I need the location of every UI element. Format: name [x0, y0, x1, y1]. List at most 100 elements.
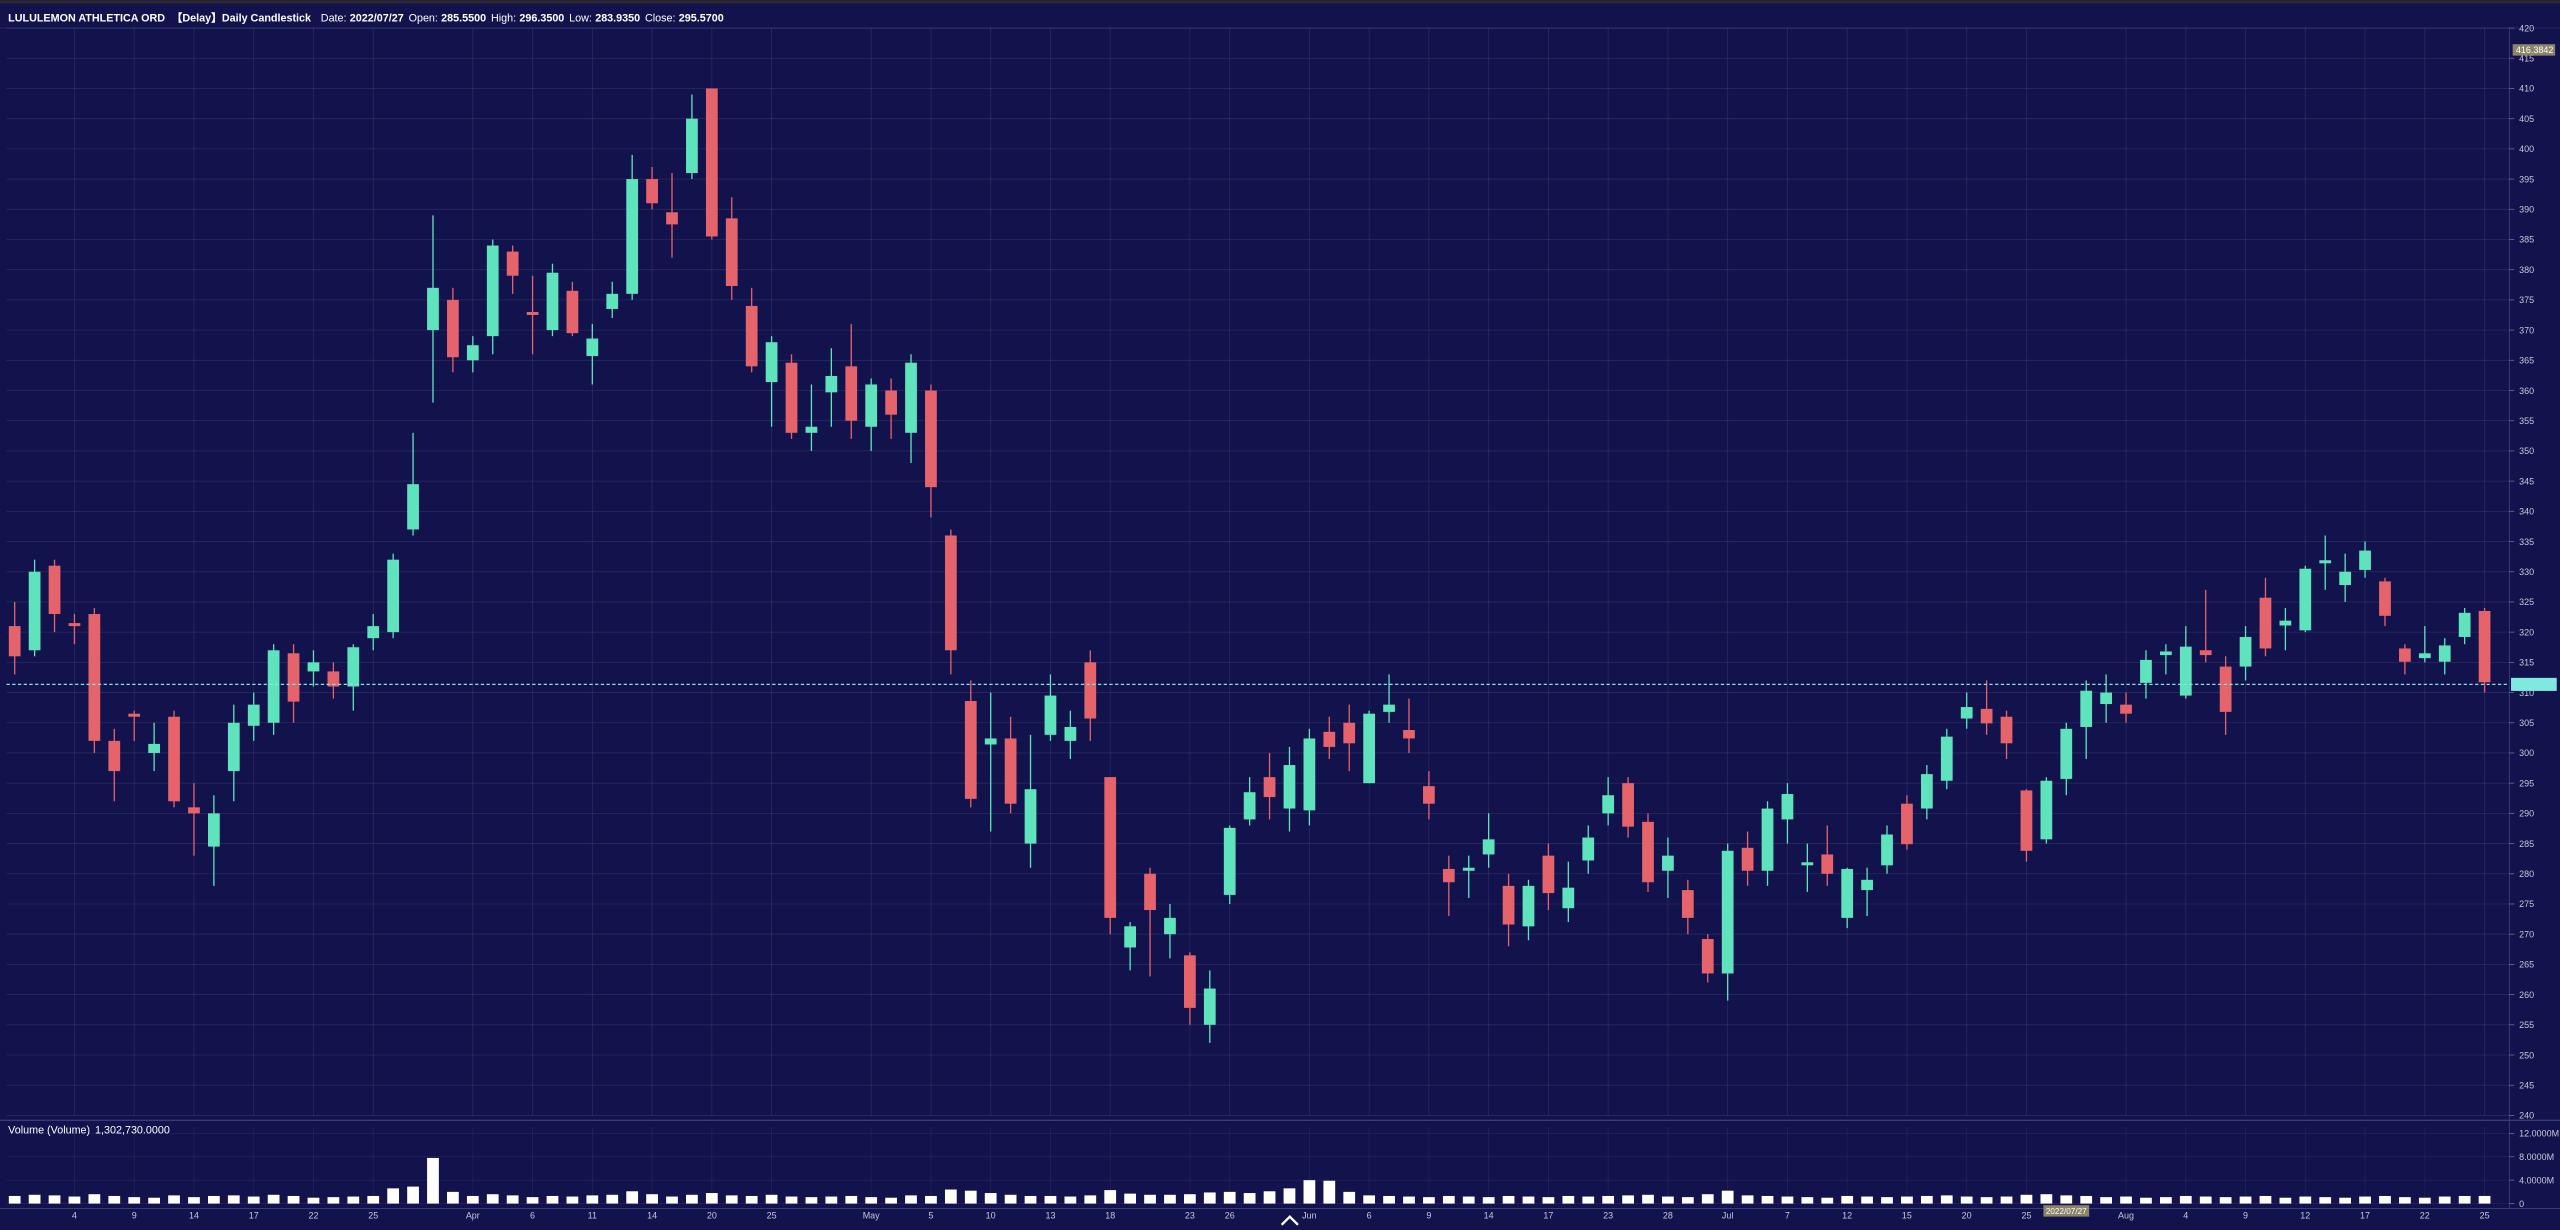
volume-bar [725, 1195, 738, 1204]
candle-body [666, 212, 678, 225]
volume-bar [1602, 1195, 1615, 1204]
y-tick-label: 420 [2519, 23, 2534, 33]
volume-bar [1223, 1191, 1236, 1204]
volume-bar [8, 1195, 21, 1204]
candle-body [745, 305, 758, 367]
volume-bar [1502, 1195, 1515, 1204]
candle-body [2060, 728, 2073, 779]
candle-body [2000, 716, 2013, 744]
volume-bar [1861, 1196, 1873, 1204]
info-value: 295.5700 [679, 13, 724, 25]
volume-tick-label: 4.0000M [2519, 1175, 2554, 1185]
volume-bar [2199, 1196, 2212, 1204]
x-tick-label: 22 [2420, 1210, 2430, 1220]
collapse-button[interactable] [1280, 1215, 1299, 1226]
crosshair-date-label: 2022/07/27 [2046, 1207, 2087, 1216]
x-tick-label: 7 [1785, 1210, 1790, 1220]
candle-body [1482, 839, 1495, 855]
candle-body [506, 251, 519, 276]
candle-body [466, 345, 479, 361]
volume-bar [486, 1194, 499, 1204]
candle-body [2120, 704, 2132, 714]
volume-bar [287, 1195, 300, 1204]
candle-body [2140, 659, 2152, 683]
candle-body [2319, 560, 2332, 564]
volume-bar [28, 1194, 41, 1204]
candle-body [1044, 695, 1057, 735]
volume-bar [865, 1197, 878, 1204]
x-tick-label: 4 [72, 1210, 77, 1220]
candle-body [1343, 722, 1356, 744]
candle-body [925, 390, 937, 488]
volume-bar [964, 1190, 977, 1204]
candle-body [1940, 736, 1953, 781]
x-tick-label: 14 [1484, 1210, 1494, 1220]
candle-body [1243, 792, 1256, 820]
x-tick-label: 18 [1105, 1210, 1115, 1220]
candle-body [2339, 571, 2352, 586]
volume-bar [785, 1196, 798, 1204]
volume-bar [666, 1196, 678, 1204]
volume-bar [1462, 1196, 1475, 1204]
x-tick-label: 4 [2183, 1210, 2188, 1220]
volume-bar [686, 1194, 698, 1204]
candle-body [526, 311, 539, 315]
volume-bar [1582, 1196, 1595, 1204]
candle-body [1662, 855, 1674, 871]
candle-body [1184, 955, 1196, 1008]
y-tick-label: 245 [2519, 1080, 2534, 1090]
x-tick-label: 12 [2300, 1210, 2310, 1220]
candle-body [208, 813, 220, 847]
volume-bar [944, 1189, 957, 1204]
y-tick-label: 240 [2519, 1111, 2534, 1121]
volume-bar [1403, 1196, 1415, 1204]
candle-body [2239, 636, 2252, 667]
volume-bar [2438, 1196, 2451, 1204]
volume-bar [1562, 1195, 1575, 1204]
candle-body [2259, 597, 2272, 649]
y-tick-label: 390 [2519, 205, 2534, 215]
candle-body [1881, 834, 1893, 866]
candle-body [347, 647, 360, 687]
candle-body [1642, 821, 1654, 883]
x-tick-label: Aug [2118, 1210, 2134, 1220]
header: LULULEMON ATHLETICA ORD 【Delay】Daily Cand… [8, 12, 724, 25]
candle-body [1363, 713, 1376, 784]
x-tick-label: 12 [1842, 1210, 1852, 1220]
y-tick-label: 335 [2519, 537, 2534, 547]
candle-body [28, 571, 41, 651]
y-tick-label: 325 [2519, 597, 2534, 607]
volume-bar [2259, 1195, 2272, 1204]
y-tick-label: 275 [2519, 899, 2534, 909]
volume-bar [1522, 1196, 1535, 1204]
x-tick-label: 20 [1962, 1210, 1972, 1220]
y-tick-label: 410 [2519, 84, 2534, 94]
x-tick-label: Apr [466, 1210, 480, 1220]
x-tick-label: 17 [1543, 1210, 1553, 1220]
y-tick-label: 405 [2519, 114, 2534, 124]
volume-bar [1084, 1195, 1097, 1204]
x-tick-label: 9 [2243, 1210, 2248, 1220]
volume-bar [626, 1191, 639, 1204]
volume-bar [1124, 1193, 1136, 1204]
x-tick-label: 17 [2360, 1210, 2370, 1220]
candle-body [686, 118, 698, 174]
candle-body [825, 376, 838, 393]
volume-bar [1024, 1195, 1037, 1204]
volume-bar [2379, 1195, 2391, 1204]
volume-bar [2279, 1197, 2292, 1204]
volume-bar [2020, 1194, 2033, 1204]
volume-bar [1064, 1196, 1077, 1204]
x-tick-label: 20 [707, 1210, 717, 1220]
volume-bar [1761, 1195, 1774, 1204]
candle-body [2458, 612, 2471, 637]
candle-body [1721, 850, 1734, 974]
volume-bar [1622, 1195, 1634, 1204]
volume-tick-label: 0 [2519, 1199, 2524, 1209]
volume-bar [227, 1195, 240, 1204]
volume-tick-label: 12.0000M [2519, 1129, 2559, 1139]
candle-body [905, 362, 917, 433]
volume-bar [1004, 1194, 1017, 1204]
y-tick-label: 305 [2519, 718, 2534, 728]
